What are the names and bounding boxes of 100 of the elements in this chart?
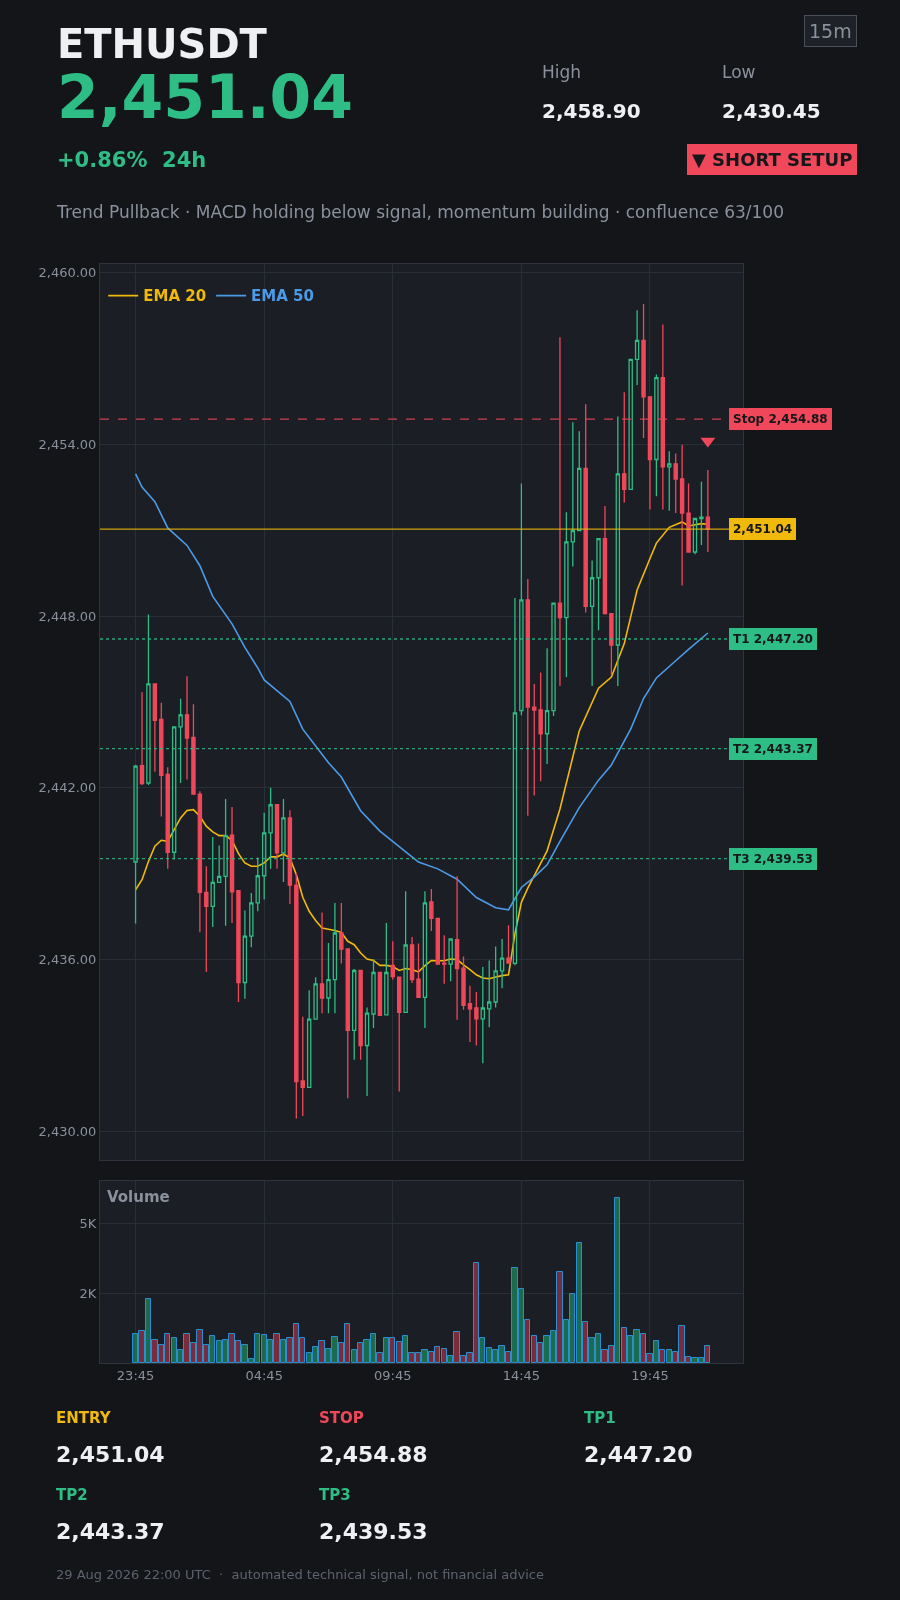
candlestick: [628, 358, 633, 490]
text: ▼ SHORT SETUP: [692, 149, 853, 170]
candlestick: [287, 809, 293, 905]
candlestick: [300, 1016, 305, 1117]
candlestick: [480, 966, 486, 1064]
candlestick: [667, 450, 672, 512]
text: 2,454.88: [319, 1442, 428, 1467]
text: +0.86% 24h: [57, 148, 207, 172]
text: 29 Aug 2026 22:00 UTC · automated technical signal, not financial advice: [56, 1567, 544, 1582]
candlestick: [499, 938, 505, 989]
candlestick: [326, 942, 331, 1014]
candlestick: [435, 917, 441, 965]
candlestick: [204, 865, 209, 973]
y-tick-label: 2,430.00: [38, 1123, 97, 1139]
y-tick-label: 2,436.00: [38, 952, 97, 968]
y-tick-label: 2K: [79, 1285, 97, 1301]
y-tick-label: 2,442.00: [38, 780, 97, 796]
candlestick: [441, 934, 447, 985]
text: 2,430.45: [722, 99, 821, 123]
candlestick: [139, 691, 145, 786]
text: ENTRY: [56, 1409, 112, 1427]
candlestick: [274, 804, 280, 870]
x-tick-label: 09:45: [374, 1367, 412, 1383]
candlestick: [416, 942, 421, 999]
candlestick: [422, 890, 428, 1029]
legend-label: EMA 20: [143, 287, 207, 306]
candlestick: [461, 955, 466, 1011]
candlestick: [229, 806, 235, 924]
candlestick: [390, 940, 395, 981]
candlestick: [165, 766, 170, 870]
candlestick: [384, 922, 389, 1016]
line-series: [134, 473, 709, 911]
y-tick-label: 2,454.00: [38, 436, 97, 452]
candlestick: [448, 938, 453, 983]
candlestick: [159, 702, 164, 818]
candlestick: [699, 481, 704, 546]
text: 2,439.53: [319, 1519, 428, 1544]
x-tick-label: 14:45: [502, 1367, 541, 1383]
candlestick: [371, 958, 376, 1029]
candlestick: [242, 909, 248, 1000]
y-tick-label: 5K: [79, 1215, 97, 1231]
candlestick: [570, 421, 576, 568]
text: Trend Pullback · MACD holding below signal, momentum building · confluence 63/100: [56, 202, 784, 222]
candlestick: [577, 430, 582, 532]
candlestick: [236, 889, 241, 1003]
x-tick-label: 19:45: [631, 1367, 669, 1383]
ref-line-label: T3 2,439.53: [733, 852, 813, 866]
ref-line-label: T1 2,447.20: [733, 632, 813, 646]
text: 15m: [809, 20, 852, 42]
candlestick: [602, 505, 608, 616]
candlestick: [609, 612, 614, 676]
candlestick: [191, 703, 196, 795]
text: High: [542, 62, 582, 82]
y-tick-label: 2,448.00: [38, 608, 97, 624]
x-tick-label: 04:45: [245, 1367, 283, 1383]
y-tick-label: 2,460.00: [38, 265, 97, 281]
candlestick: [673, 452, 678, 514]
candlestick: [429, 888, 434, 932]
candlestick: [152, 683, 158, 773]
candlestick: [332, 902, 338, 1014]
candlestick: [409, 936, 415, 984]
candlestick: [474, 991, 479, 1047]
candlestick: [364, 1006, 370, 1097]
text: 2,443.37: [56, 1519, 165, 1544]
text: TP3: [319, 1486, 351, 1504]
candlestick: [197, 790, 203, 933]
candlestick: [538, 671, 543, 782]
text: 2,451.04: [56, 1442, 165, 1467]
text: 2,458.90: [542, 99, 641, 123]
candlestick: [249, 892, 254, 948]
x-tick-label: 23:45: [116, 1367, 155, 1383]
candlestick: [403, 890, 408, 1013]
candlestick: [319, 911, 325, 1014]
candlestick: [396, 976, 402, 1093]
candlestick: [686, 482, 691, 553]
ref-line-label: 2,451.04: [733, 522, 793, 536]
candlestick: [654, 373, 659, 497]
candlestick: [487, 959, 492, 1028]
text: TP1: [584, 1409, 616, 1427]
candlestick: [184, 675, 190, 781]
ref-line-label: T2 2,443.37: [733, 742, 813, 756]
candlestick: [467, 985, 473, 1043]
candlestick: [493, 945, 498, 1009]
candlestick: [692, 516, 698, 555]
candlestick: [339, 902, 344, 965]
candlestick: [345, 948, 350, 1099]
candlestick: [454, 875, 460, 1021]
legend-label: EMA 50: [251, 287, 314, 306]
text: 2,447.20: [584, 1442, 693, 1467]
text: Volume: [107, 1188, 170, 1206]
candlestick: [634, 309, 640, 386]
text: TP2: [56, 1486, 88, 1504]
candlestick: [705, 469, 711, 553]
candlestick: [294, 872, 299, 1120]
text: Low: [722, 62, 756, 82]
candlestick: [313, 976, 318, 1020]
candlestick: [596, 537, 601, 631]
text: STOP: [319, 1409, 364, 1427]
candlestick: [506, 924, 511, 964]
candlestick: [351, 968, 357, 1061]
